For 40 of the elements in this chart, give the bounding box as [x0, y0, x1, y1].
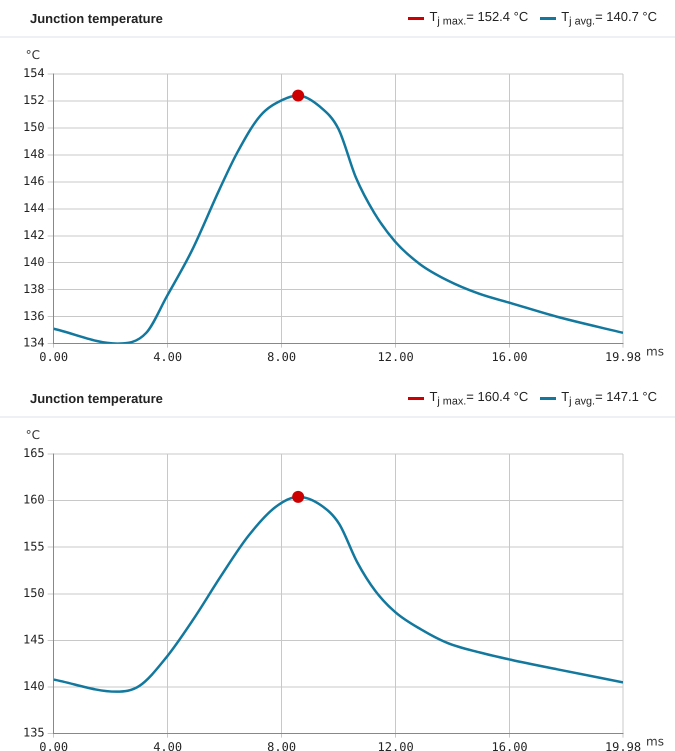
y-axis-title: °C — [26, 428, 40, 442]
x-tick-label: 16.00 — [492, 350, 528, 364]
y-tick-label: 165 — [22, 446, 45, 460]
y-tick-label: 146 — [22, 174, 45, 188]
x-tick-label: 12.00 — [378, 740, 414, 751]
x-tick-label: 16.00 — [492, 740, 528, 751]
x-tick-label: 19.98 — [604, 350, 642, 364]
x-tick-label: 8.00 — [267, 350, 296, 364]
legend-label: T$_{j avg.}$= 140.7 °C — [561, 8, 657, 28]
legend-label: T$_{j max.}$= 160.4 °C — [429, 388, 528, 408]
y-tick-label: 148 — [22, 147, 45, 162]
x-tick-label: 4.00 — [153, 740, 182, 751]
y-tick-label: 140 — [22, 254, 45, 269]
y-tick-label: 134 — [22, 336, 45, 350]
y-tick-label: 150 — [22, 120, 45, 134]
y-tick-label: 150 — [22, 586, 45, 600]
chart-title: Junction temperature — [30, 390, 163, 406]
y-tick-label: 135 — [22, 726, 45, 740]
y-axis-title: °C — [26, 48, 40, 62]
y-tick-label: 142 — [22, 228, 45, 242]
x-axis-title: ms — [646, 734, 664, 749]
legend-label: T$_{j max.}$= 152.4 °C — [429, 8, 528, 28]
y-tick-label: 152 — [22, 93, 45, 108]
x-axis-title: ms — [646, 344, 664, 359]
y-tick-label: 145 — [22, 632, 45, 647]
legend-label: T$_{j avg.}$= 147.1 °C — [561, 388, 657, 408]
x-tick-label: 19.98 — [604, 740, 642, 751]
y-tick-label: 144 — [22, 200, 45, 215]
y-tick-label: 138 — [22, 282, 45, 296]
x-tick-label: 12.00 — [378, 350, 414, 364]
chart-title: Junction temperature — [30, 10, 163, 26]
y-tick-label: 136 — [22, 308, 45, 323]
y-tick-label: 155 — [22, 539, 45, 554]
y-tick-label: 140 — [22, 679, 45, 694]
x-tick-label: 0.00 — [39, 350, 68, 364]
y-tick-label: 160 — [22, 492, 45, 507]
y-tick-label: 154 — [22, 66, 45, 80]
x-tick-label: 8.00 — [267, 740, 296, 751]
x-tick-label: 0.00 — [39, 740, 68, 751]
x-tick-label: 4.00 — [153, 350, 182, 364]
